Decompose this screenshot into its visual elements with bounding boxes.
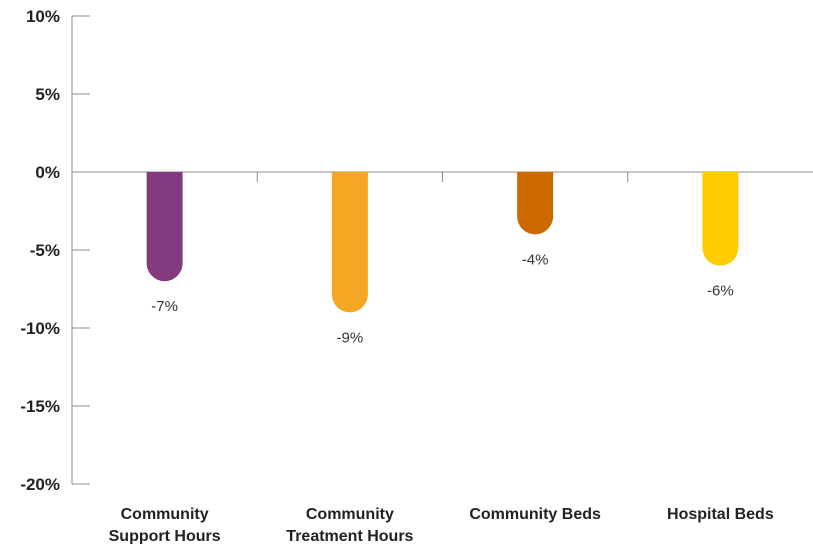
x-axis: [72, 171, 813, 182]
x-category-label: Community: [306, 506, 394, 523]
y-tick-label: -20%: [20, 475, 60, 494]
bar: [517, 172, 554, 235]
bar: [702, 172, 739, 266]
data-labels: -7% -9% -4% -6%: [151, 251, 733, 346]
data-label: -9%: [337, 329, 364, 346]
x-category-label: Support Hours: [109, 528, 221, 544]
y-axis: 10% 5% 0% -5% -10% -15% -20%: [20, 7, 90, 494]
bars: [146, 172, 739, 313]
data-label: -6%: [707, 283, 734, 300]
y-tick-label: 5%: [35, 85, 60, 104]
bar: [331, 172, 368, 313]
y-tick-label: -15%: [20, 397, 60, 416]
y-tick-label: 10%: [26, 7, 60, 26]
bar: [146, 172, 183, 282]
y-tick-label: 0%: [35, 163, 60, 182]
y-tick-label: -10%: [20, 319, 60, 338]
x-category-label: Community: [121, 506, 209, 523]
x-category-label: Hospital Beds: [667, 506, 774, 523]
x-category-label: Community Beds: [469, 506, 601, 523]
data-label: -7%: [151, 298, 178, 315]
category-labels: Community Support Hours Community Treatment…: [109, 506, 774, 544]
x-category-label: Treatment Hours: [286, 528, 413, 544]
data-label: -4%: [522, 251, 549, 268]
y-tick-label: -5%: [30, 241, 60, 260]
